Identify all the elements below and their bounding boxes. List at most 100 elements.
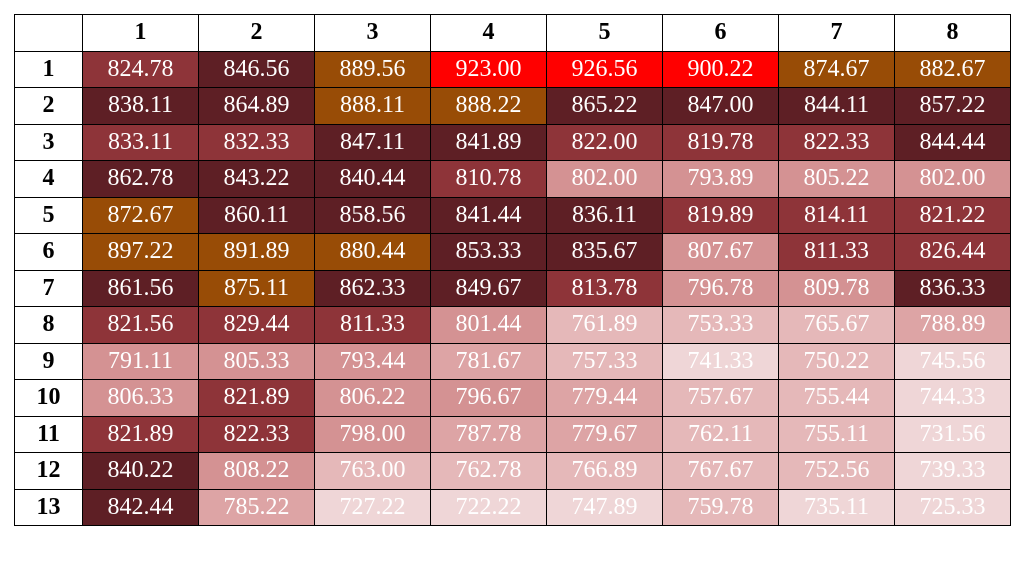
- heatmap-cell: 829.44: [198, 306, 315, 344]
- heatmap-cell: 809.78: [778, 269, 895, 307]
- table-row: 7 861.56 875.11 862.33 849.67 813.78 796.78 809…: [14, 269, 1011, 307]
- row-header: 13: [14, 488, 83, 526]
- corner-cell: [14, 14, 83, 52]
- heatmap-cell: 821.56: [82, 306, 199, 344]
- table-row: 11 821.89 822.33 798.00 787.78 779.67 762.11 75…: [14, 415, 1011, 453]
- heatmap-cell: 802.00: [546, 160, 663, 198]
- heatmap-cell: 891.89: [198, 233, 315, 271]
- heatmap-cell: 798.00: [314, 415, 431, 453]
- heatmap-cell: 844.11: [778, 87, 895, 125]
- heatmap-cell: 849.67: [430, 269, 547, 307]
- row-header: 6: [14, 233, 83, 271]
- heatmap-cell: 805.22: [778, 160, 895, 198]
- heatmap-cell: 722.22: [430, 488, 547, 526]
- heatmap-cell: 750.22: [778, 342, 895, 380]
- row-header: 8: [14, 306, 83, 344]
- heatmap-body: 1 824.78 846.56 889.56 923.00 926.56 900.22 874…: [14, 50, 1011, 526]
- heatmap-cell: 785.22: [198, 488, 315, 526]
- heatmap-cell: 802.00: [894, 160, 1011, 198]
- heatmap-cell: 857.22: [894, 87, 1011, 125]
- heatmap-cell: 862.33: [314, 269, 431, 307]
- heatmap-cell: 791.11: [82, 342, 199, 380]
- row-header: 7: [14, 269, 83, 307]
- heatmap-cell: 807.67: [662, 233, 779, 271]
- heatmap-cell: 844.44: [894, 123, 1011, 161]
- column-header: 1: [82, 14, 199, 52]
- column-header: 6: [662, 14, 779, 52]
- table-row: 1 824.78 846.56 889.56 923.00 926.56 900.22 874…: [14, 50, 1011, 88]
- heatmap-cell: 858.56: [314, 196, 431, 234]
- heatmap-cell: 897.22: [82, 233, 199, 271]
- heatmap-cell: 811.33: [778, 233, 895, 271]
- heatmap-cell: 757.33: [546, 342, 663, 380]
- heatmap-cell: 814.11: [778, 196, 895, 234]
- heatmap-cell: 822.33: [198, 415, 315, 453]
- heatmap-cell: 860.11: [198, 196, 315, 234]
- heatmap-cell: 755.44: [778, 379, 895, 417]
- heatmap-cell: 739.33: [894, 452, 1011, 490]
- column-header: 7: [778, 14, 895, 52]
- heatmap-cell: 735.11: [778, 488, 895, 526]
- heatmap-cell: 847.11: [314, 123, 431, 161]
- heatmap-cell: 846.56: [198, 50, 315, 88]
- heatmap-cell: 841.44: [430, 196, 547, 234]
- row-header: 9: [14, 342, 83, 380]
- heatmap-cell: 725.33: [894, 488, 1011, 526]
- table-row: 5 872.67 860.11 858.56 841.44 836.11 819.89 814…: [14, 196, 1011, 234]
- heatmap-cell: 923.00: [430, 50, 547, 88]
- table-row: 9 791.11 805.33 793.44 781.67 757.33 741.33 750…: [14, 342, 1011, 380]
- heatmap-cell: 875.11: [198, 269, 315, 307]
- heatmap-cell: 808.22: [198, 452, 315, 490]
- heatmap-cell: 731.56: [894, 415, 1011, 453]
- heatmap-cell: 864.89: [198, 87, 315, 125]
- heatmap-cell: 843.22: [198, 160, 315, 198]
- heatmap-cell: 761.89: [546, 306, 663, 344]
- heatmap-cell: 847.00: [662, 87, 779, 125]
- heatmap-cell: 865.22: [546, 87, 663, 125]
- table-row: 6 897.22 891.89 880.44 853.33 835.67 807.67 811…: [14, 233, 1011, 271]
- row-header: 5: [14, 196, 83, 234]
- heatmap-cell: 727.22: [314, 488, 431, 526]
- heatmap-cell: 888.22: [430, 87, 547, 125]
- heatmap-cell: 787.78: [430, 415, 547, 453]
- column-header: 2: [198, 14, 315, 52]
- heatmap-cell: 819.89: [662, 196, 779, 234]
- heatmap-cell: 824.78: [82, 50, 199, 88]
- heatmap-cell: 840.44: [314, 160, 431, 198]
- heatmap-cell: 779.44: [546, 379, 663, 417]
- heatmap-cell: 801.44: [430, 306, 547, 344]
- heatmap-cell: 926.56: [546, 50, 663, 88]
- heatmap-cell: 861.56: [82, 269, 199, 307]
- heatmap-cell: 853.33: [430, 233, 547, 271]
- row-header: 4: [14, 160, 83, 198]
- heatmap-cell: 752.56: [778, 452, 895, 490]
- heatmap-cell: 747.89: [546, 488, 663, 526]
- heatmap-cell: 826.44: [894, 233, 1011, 271]
- heatmap-cell: 793.89: [662, 160, 779, 198]
- heatmap-cell: 767.67: [662, 452, 779, 490]
- heatmap-cell: 821.22: [894, 196, 1011, 234]
- heatmap-cell: 840.22: [82, 452, 199, 490]
- heatmap-cell: 822.00: [546, 123, 663, 161]
- heatmap-cell: 832.33: [198, 123, 315, 161]
- heatmap-cell: 741.33: [662, 342, 779, 380]
- heatmap-cell: 838.11: [82, 87, 199, 125]
- heatmap-cell: 805.33: [198, 342, 315, 380]
- heatmap-cell: 806.33: [82, 379, 199, 417]
- row-header: 3: [14, 123, 83, 161]
- table-row: 8 821.56 829.44 811.33 801.44 761.89 753.33 765…: [14, 306, 1011, 344]
- heatmap-cell: 822.33: [778, 123, 895, 161]
- row-header: 2: [14, 87, 83, 125]
- heatmap-cell: 753.33: [662, 306, 779, 344]
- column-header: 5: [546, 14, 663, 52]
- heatmap-cell: 836.11: [546, 196, 663, 234]
- heatmap-cell: 842.44: [82, 488, 199, 526]
- heatmap-cell: 821.89: [198, 379, 315, 417]
- heatmap-cell: 762.11: [662, 415, 779, 453]
- heatmap-cell: 806.22: [314, 379, 431, 417]
- table-row: 10 806.33 821.89 806.22 796.67 779.44 757.67 75…: [14, 379, 1011, 417]
- heatmap-cell: 833.11: [82, 123, 199, 161]
- row-header: 10: [14, 379, 83, 417]
